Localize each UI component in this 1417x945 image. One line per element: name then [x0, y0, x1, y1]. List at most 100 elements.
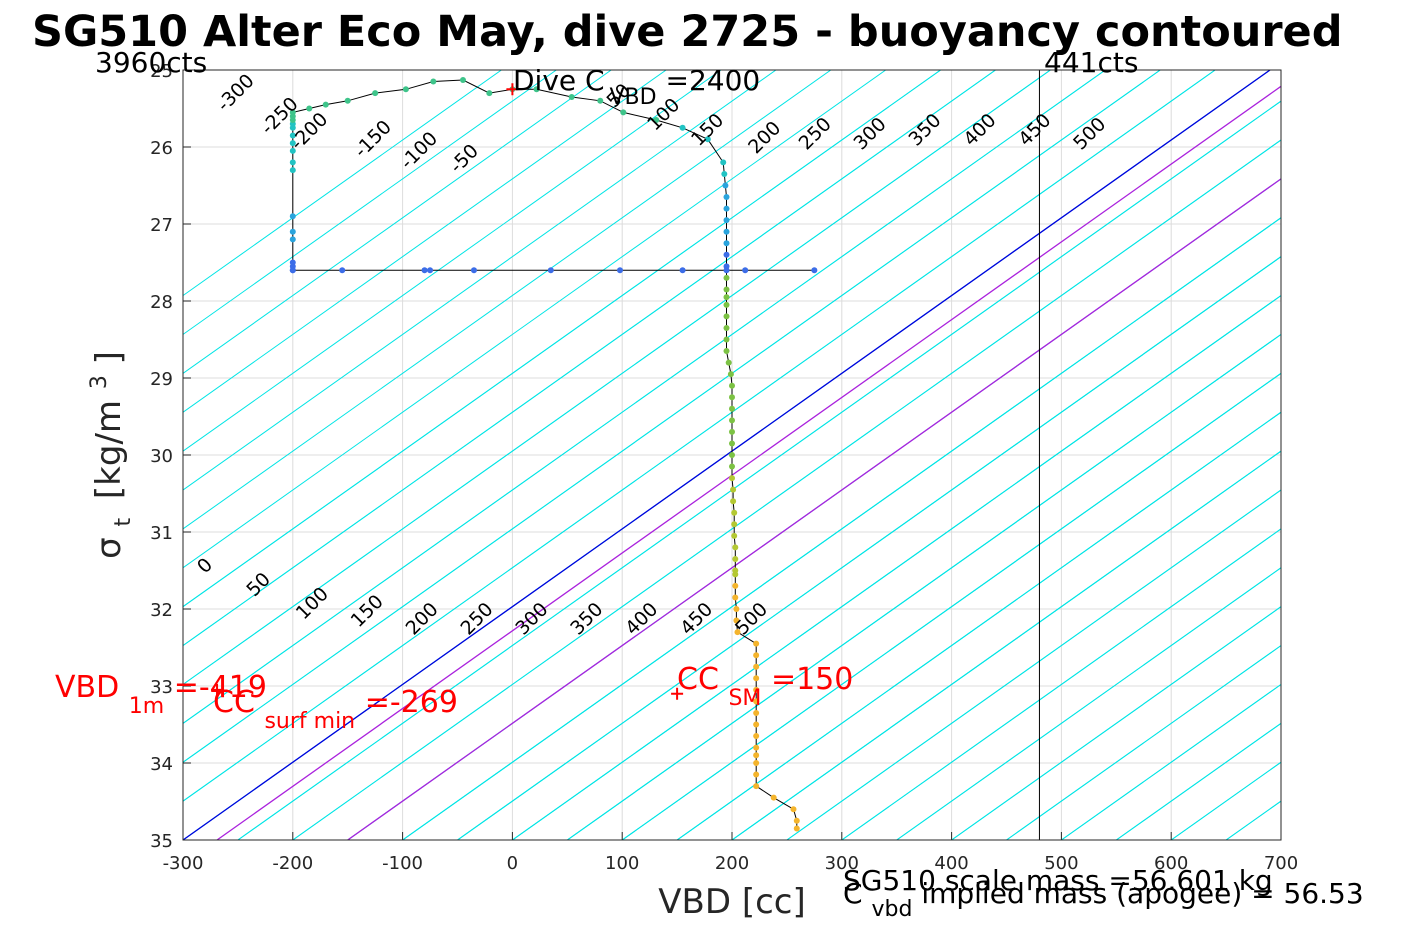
x-tick-label: 0	[507, 853, 518, 874]
profile-point	[753, 721, 760, 728]
profile-point	[289, 213, 296, 220]
buoyancy-contour	[1280, 839, 1281, 840]
buoyancy-contour	[896, 567, 1281, 840]
vbd-1m-sub: 1m	[129, 694, 164, 719]
x-tick-label: 100	[605, 853, 639, 874]
profile-point	[725, 359, 732, 366]
vbd-limit-left-label: 3960cts	[95, 46, 207, 79]
profile-point	[723, 348, 730, 355]
cc-sm-value: =150	[771, 662, 853, 697]
x-tick-label: 400	[934, 853, 968, 874]
x-tick-label: 500	[1044, 853, 1078, 874]
profile-point	[753, 744, 760, 751]
x-axis-label: VBD [cc]	[658, 882, 806, 922]
implied-mass-text: C vbd implied mass (apogee) = 56.53	[843, 877, 1364, 923]
y-axis-label-close: ]	[89, 351, 129, 364]
y-axis-label: σ t [kg/m 3 ]	[75, 351, 139, 559]
profile-point	[322, 101, 329, 108]
dive-cvbd-prefix: Dive C	[513, 64, 605, 97]
profile-point	[289, 132, 296, 139]
profile-point	[344, 97, 351, 104]
profile-point	[753, 752, 760, 759]
cc-sm-sub: SM	[728, 686, 761, 711]
profile-point	[793, 817, 800, 824]
dive-trace-point	[339, 267, 346, 274]
buoyancy-contour	[951, 606, 1281, 840]
profile-point	[733, 606, 740, 612]
buoyancy-contour	[183, 70, 502, 297]
buoyancy-contour	[183, 70, 996, 647]
profile-point	[620, 109, 627, 116]
buoyancy-contour	[183, 70, 1106, 724]
scale-mass-text: SG510 scale mass =56.601 kg	[843, 864, 1273, 897]
profile-point	[753, 652, 760, 659]
implied-mass-prefix: C	[843, 877, 863, 910]
y-tick-label: 26	[150, 138, 173, 159]
vbd-1m-prefix: VBD	[55, 670, 119, 705]
cc-surf-min-sub: surf min	[264, 709, 355, 734]
x-tick-label: 200	[715, 853, 749, 874]
dive-trace-point	[547, 267, 554, 274]
dive-trace-point	[427, 267, 434, 274]
axis-ticks: -300 -200 -100 0 100 200 300 400 500 600 700 26 27 28…	[150, 61, 1298, 874]
reference-line-cc_sm	[347, 178, 1281, 840]
buoyancy-contour	[1280, 839, 1281, 840]
buoyancy-contour	[183, 70, 722, 452]
dive-trace-point	[679, 267, 686, 274]
buoyancy-contour	[183, 70, 1051, 686]
chart-title: SG510 Alter Eco May, dive 2725 - buoyanc…	[32, 7, 1343, 57]
profile-point	[753, 675, 760, 682]
profile-point	[722, 182, 729, 189]
implied-mass-sub: vbd	[871, 897, 912, 922]
y-tick-label: 32	[150, 600, 173, 621]
dive-trace-point	[421, 267, 428, 274]
profile-point	[568, 93, 575, 100]
buoyancy-contour	[841, 528, 1281, 840]
profile-point	[734, 629, 741, 636]
profile-point	[729, 475, 735, 482]
profile-point	[732, 544, 739, 551]
buoyancy-contour	[1061, 683, 1281, 840]
profile-point	[723, 336, 730, 343]
profile-point	[723, 301, 730, 308]
y-tick-label: 27	[150, 215, 173, 236]
profile-point	[533, 86, 540, 93]
profile-point	[289, 236, 296, 243]
y-tick-label: 30	[150, 446, 173, 467]
profile-point	[729, 428, 735, 435]
profile-point	[721, 170, 728, 177]
implied-mass-value: implied mass (apogee) = 56.53	[921, 877, 1363, 910]
reference-line-cc_surf_min	[216, 85, 1281, 840]
buoyancy-contour	[183, 70, 941, 608]
buoyancy-contour	[183, 70, 777, 491]
reference-lines	[183, 70, 1281, 840]
dive-trace-point	[470, 267, 477, 274]
buoyancy-contour	[402, 217, 1281, 840]
profile-point	[402, 86, 409, 93]
profile-point	[753, 783, 760, 790]
dive-trace-point	[289, 267, 296, 274]
y-tick-label: 28	[150, 292, 173, 313]
x-tick-label: 600	[1154, 853, 1188, 874]
profile-point	[723, 313, 730, 320]
profile-point	[723, 324, 730, 331]
y-axis-label-unit: [kg/m	[89, 400, 129, 499]
profile-point	[723, 286, 730, 293]
dive-trace-point	[723, 267, 730, 274]
profile-point	[723, 228, 730, 235]
profile-point	[723, 217, 730, 224]
x-tick-label: -200	[272, 853, 313, 874]
profile-point	[723, 194, 730, 201]
buoyancy-contour	[183, 70, 1161, 763]
profile-point	[729, 417, 735, 424]
profile-point	[730, 486, 737, 493]
y-axis-label-sub: t	[111, 518, 136, 527]
buoyancy-contour	[457, 256, 1281, 840]
profile-point	[723, 205, 730, 212]
profile-point	[729, 394, 735, 401]
marker-vbd_1m	[211, 683, 224, 696]
profile-point	[753, 663, 760, 670]
buoyancy-contour	[183, 70, 612, 374]
profile-point	[753, 686, 760, 693]
